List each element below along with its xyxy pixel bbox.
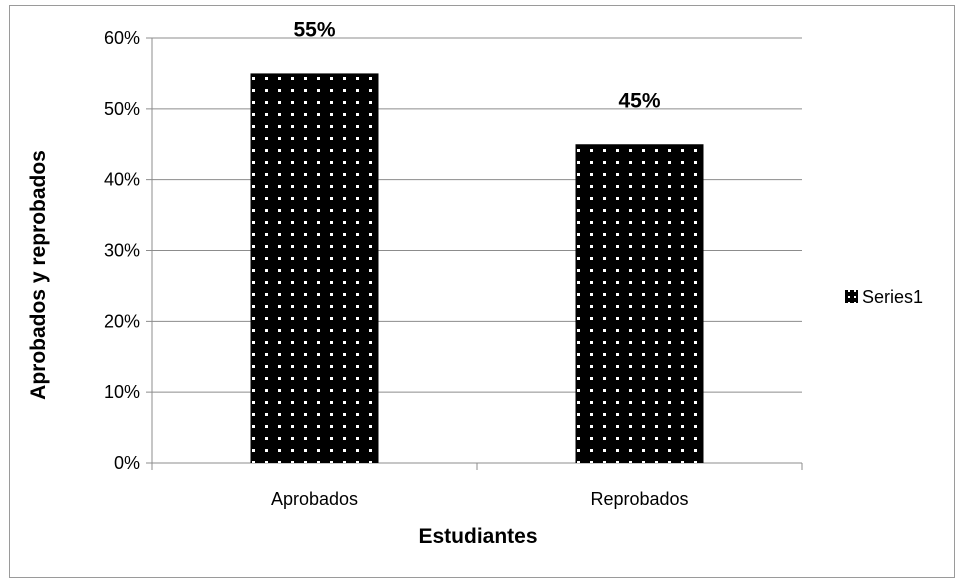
y-tick-label: 40% xyxy=(104,170,140,190)
data-label-aprobados: 55% xyxy=(293,18,335,41)
y-tick-label: 0% xyxy=(114,453,140,473)
chart-frame xyxy=(9,5,955,578)
legend-label-series1: Series1 xyxy=(862,287,923,307)
y-tick-label: 20% xyxy=(104,311,140,331)
bar-aprobados xyxy=(250,73,379,464)
legend-swatch xyxy=(845,290,858,303)
data-labels: 55% 45% xyxy=(293,18,660,112)
bar-reprobados xyxy=(575,144,704,463)
bars xyxy=(250,73,704,464)
y-tick-label: 30% xyxy=(104,241,140,261)
gridlines xyxy=(146,37,803,470)
y-tick-label: 60% xyxy=(104,28,140,48)
y-axis-title: Aprobados y reprobados xyxy=(27,150,50,400)
y-tick-label: 10% xyxy=(104,382,140,402)
y-tick-label: 50% xyxy=(104,99,140,119)
legend: Series1 xyxy=(845,287,923,307)
data-label-reprobados: 45% xyxy=(618,89,660,112)
x-category-label: Aprobados xyxy=(271,489,358,509)
y-axis-ticks: 0% 10% 20% 30% 40% 50% 60% xyxy=(104,28,140,473)
x-category-label: Reprobados xyxy=(590,489,688,509)
x-axis-title: Estudiantes xyxy=(418,525,537,548)
x-axis-categories: Aprobados Reprobados xyxy=(271,489,689,509)
